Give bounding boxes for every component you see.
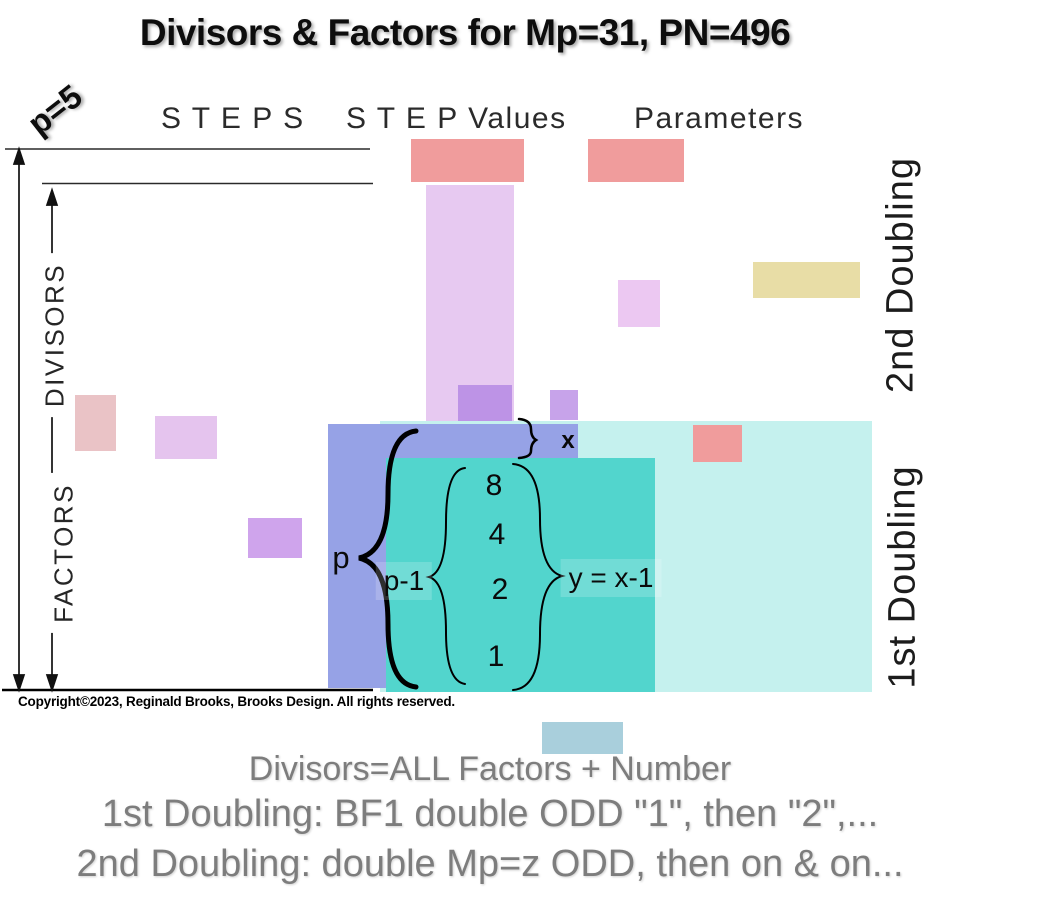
divisors-axis-arrow <box>12 146 26 693</box>
top-rule-lines <box>5 148 373 185</box>
salmon-box-parameters <box>588 139 684 182</box>
doubling-value-1: 1 <box>487 640 505 673</box>
doubling-value-8: 8 <box>485 469 503 502</box>
small-purple-box <box>550 390 578 420</box>
light-plum-box <box>155 416 217 459</box>
copyright-notice: Copyright©2023, Reginald Brooks, Brooks … <box>18 694 455 709</box>
powder-blue-box <box>542 722 623 754</box>
p-annotation: p <box>332 540 350 575</box>
header-step-values: S T E P Values <box>346 102 567 135</box>
footer-first-doubling-line: 1st Doubling: BF1 double ODD "1", then "… <box>101 793 879 835</box>
salmon-box-steps <box>411 139 524 182</box>
divisors-axis-label: DIVISORS <box>37 252 73 418</box>
doubling-value-4: 4 <box>488 518 506 551</box>
first-doubling-label: 1st Doubling <box>881 465 924 689</box>
khaki-box <box>753 262 860 298</box>
plum-box-right <box>618 280 660 327</box>
factors-axis-label: FACTORS <box>46 473 82 633</box>
header-steps: S T E P S <box>161 102 305 135</box>
dusty-pink-box <box>75 395 116 451</box>
header-parameters: Parameters <box>634 102 805 135</box>
page-title: Divisors & Factors for Mp=31, PN=496 <box>139 12 791 53</box>
p-equals-5-label: p=5 <box>20 77 89 142</box>
doubling-value-2: 2 <box>491 573 509 606</box>
footer-second-doubling-line: 2nd Doubling: double Mp=z ODD, then on &… <box>76 843 904 885</box>
footer-divisors-line: Divisors=ALL Factors + Number <box>248 750 732 788</box>
y-equation-annotation: y = x-1 <box>560 559 662 597</box>
salmon-box-on-cyan <box>693 425 742 462</box>
x-annotation: x <box>561 427 575 454</box>
p-minus-1-annotation: p-1 <box>375 562 433 600</box>
mid-purple-box <box>458 385 512 425</box>
second-doubling-label: 2nd Doubling <box>879 157 922 393</box>
violet-box <box>248 518 302 558</box>
